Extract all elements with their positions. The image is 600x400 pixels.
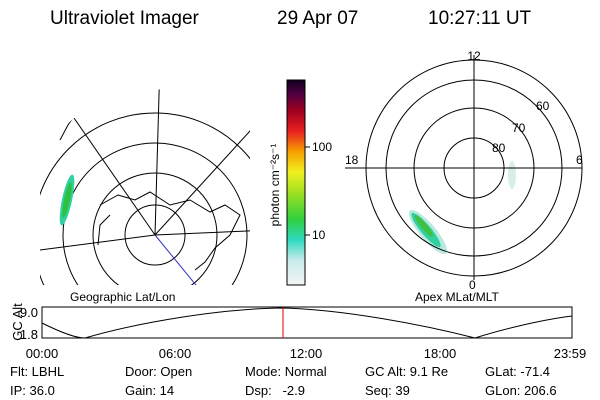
colorbar-tick-label: 10 <box>312 228 326 242</box>
colorbar-label: photon cm⁻²s⁻¹ <box>268 144 282 227</box>
left-map-label: Geographic Lat/Lon <box>70 290 175 304</box>
colorbar <box>286 79 306 286</box>
time-tick-label: 00:00 <box>26 346 59 361</box>
altitude-plot-frame <box>41 306 573 339</box>
info-item: Flt: LBHL <box>10 364 64 379</box>
mlt-label: 0 <box>469 278 476 292</box>
info-item: IP: 36.0 <box>10 383 55 398</box>
info-item: Seq: 39 <box>365 383 410 398</box>
altitude-tick-label: 9.0 <box>20 305 38 320</box>
time: 10:27:11 UT <box>428 8 532 29</box>
info-item: Gain: 14 <box>125 383 174 398</box>
info-item: GLon: 206.6 <box>485 383 557 398</box>
info-item: GLat: -71.4 <box>485 364 550 379</box>
time-tick-label: 06:00 <box>159 346 192 361</box>
altitude-tick-label: 1.8 <box>20 327 38 342</box>
mlat-label: 60 <box>536 99 550 113</box>
mlat-label: 80 <box>492 141 506 155</box>
altitude-axis-label: GC Alt <box>10 303 25 341</box>
time-tick-label: 18:00 <box>424 346 457 361</box>
right-map-label: Apex MLat/MLT <box>415 290 499 304</box>
altitude-curve <box>41 307 573 339</box>
mlt-label: 6 <box>576 153 583 167</box>
time-tick-label: 23:59 <box>554 346 587 361</box>
time-tick-label: 12:00 <box>290 346 323 361</box>
date: 29 Apr 07 <box>277 8 358 29</box>
info-item: Dsp: -2.9 <box>245 383 305 398</box>
title: Ultraviolet Imager <box>50 8 200 29</box>
info-item: Door: Open <box>125 364 192 379</box>
polar-plot <box>345 55 583 280</box>
mlt-label: 12 <box>467 49 481 63</box>
mlt-label: 18 <box>345 153 359 167</box>
info-item: Mode: Normal <box>245 364 327 379</box>
info-item: GC Alt: 9.1 Re <box>365 364 448 379</box>
mlat-label: 70 <box>512 121 526 135</box>
colorbar-tick-label: 100 <box>312 140 332 154</box>
